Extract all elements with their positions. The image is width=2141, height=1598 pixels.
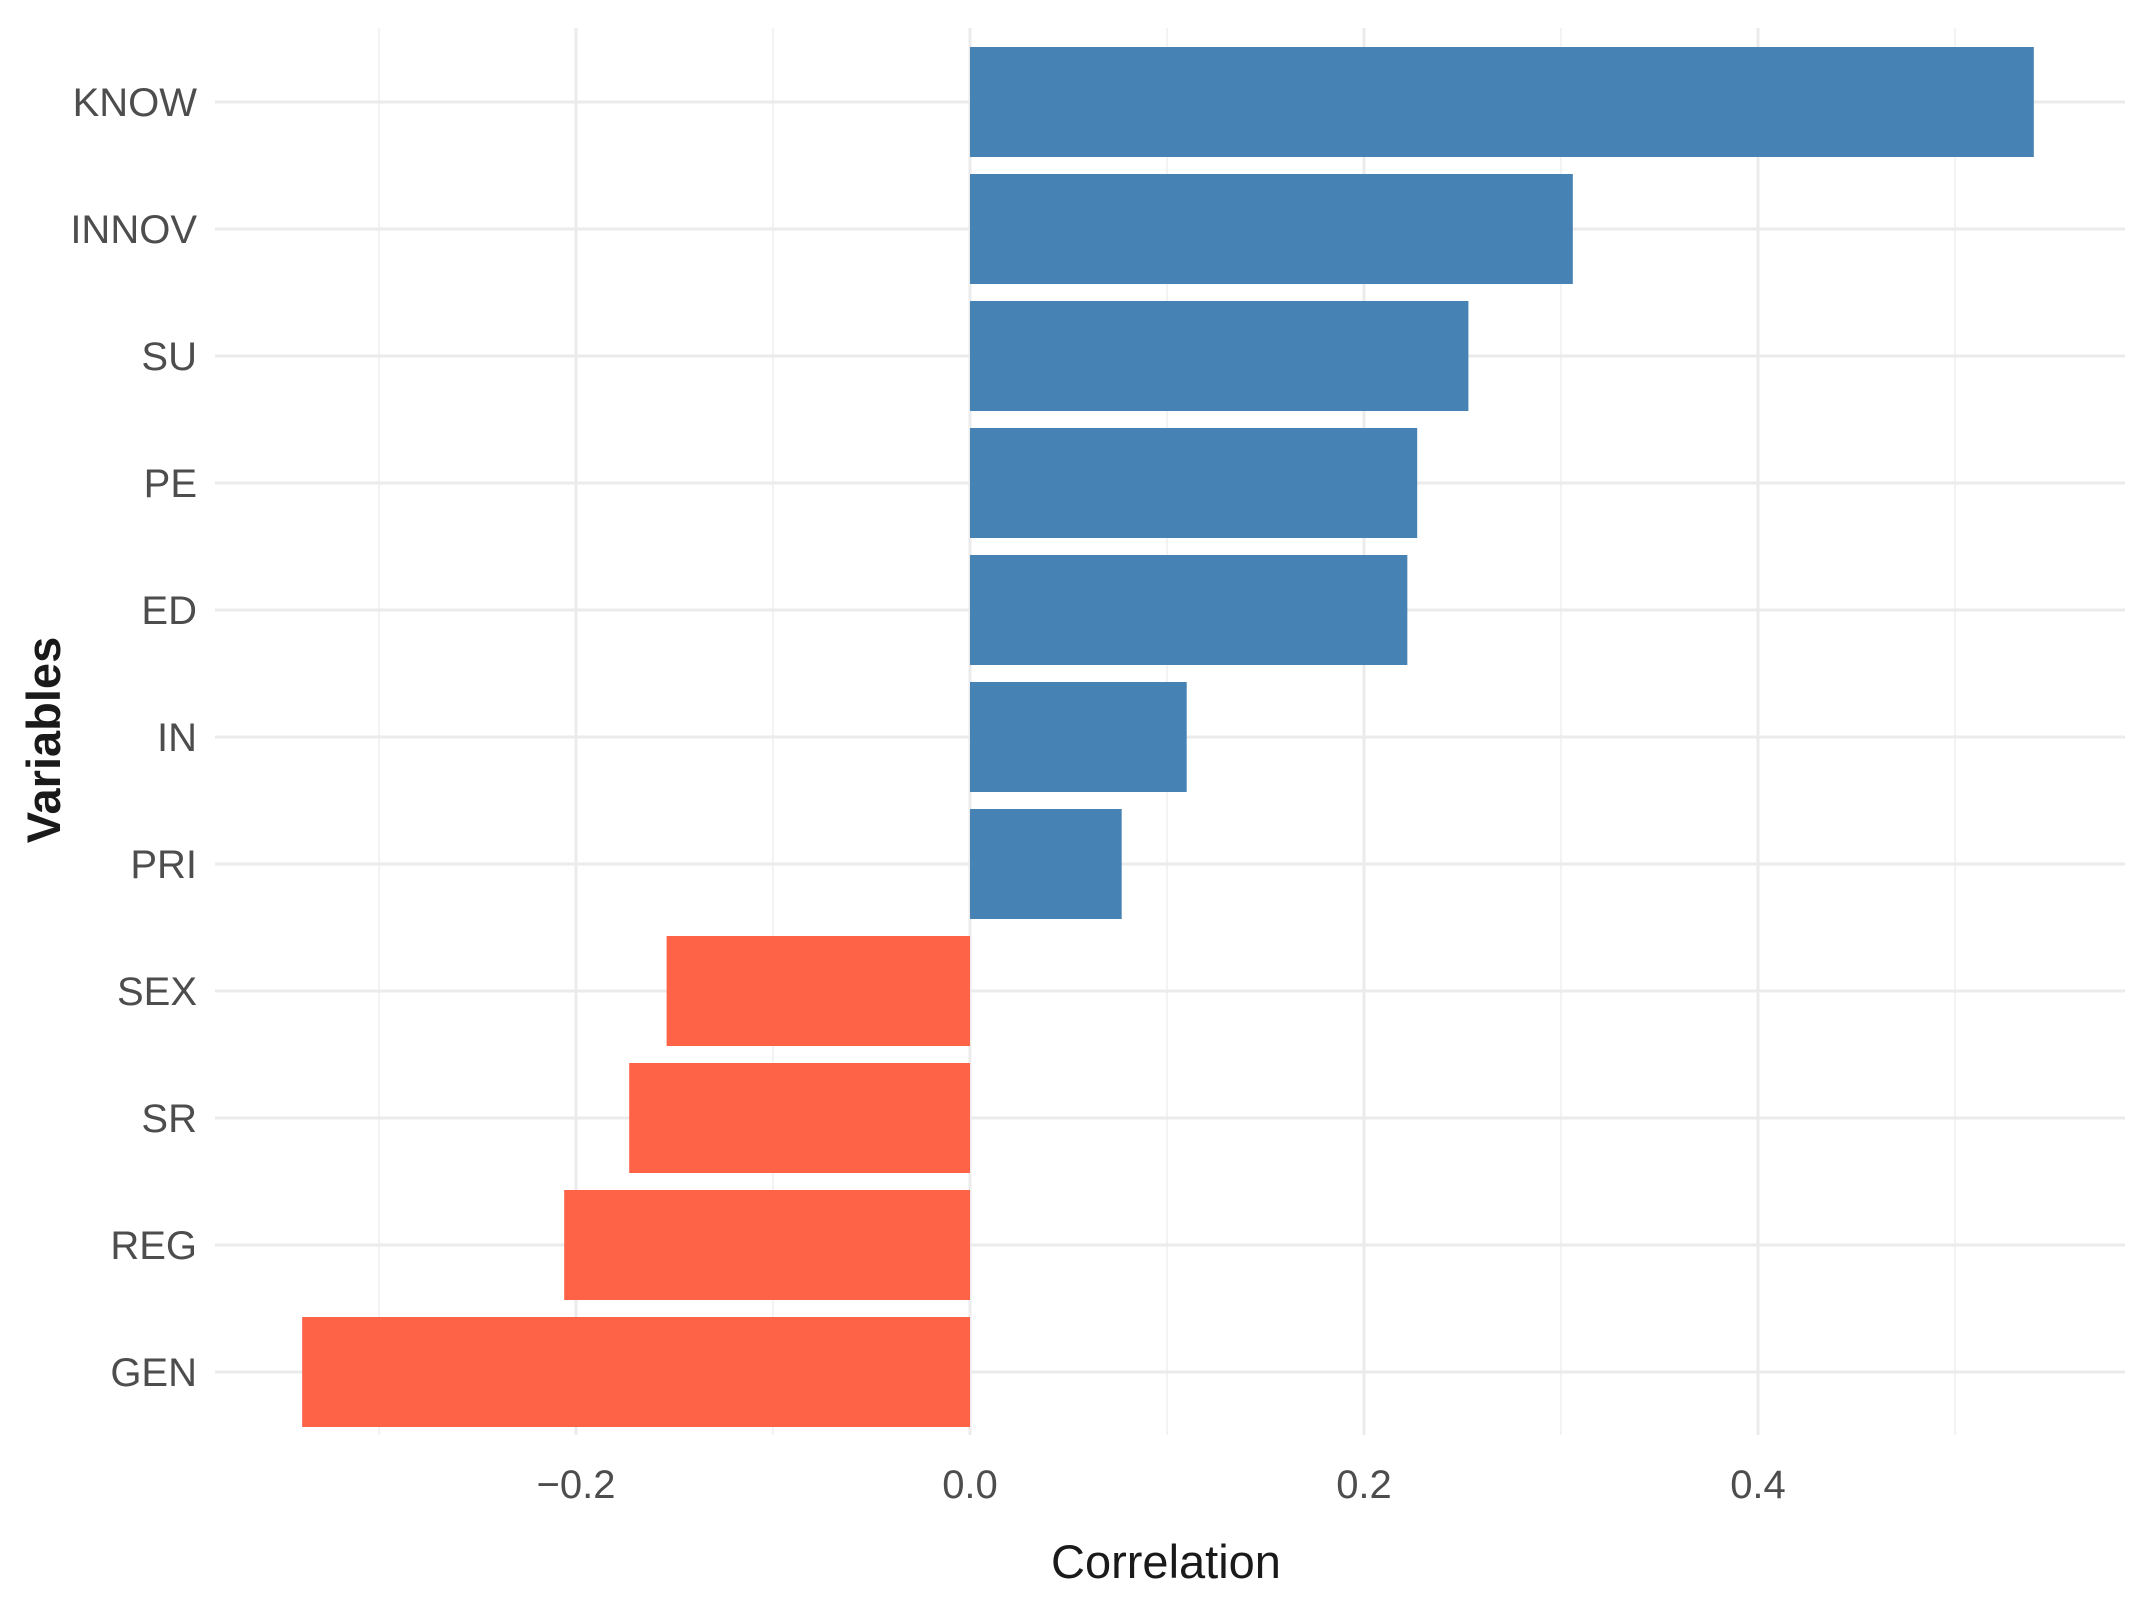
y-tick-label: GEN xyxy=(110,1351,197,1395)
x-tick-label: −0.2 xyxy=(537,1463,616,1507)
y-tick-label: IN xyxy=(157,716,197,760)
bar-layer xyxy=(302,47,2034,1427)
bar-pe xyxy=(970,428,1418,538)
y-tick-label: INNOV xyxy=(70,208,197,252)
y-tick-label: ED xyxy=(141,589,197,633)
x-tick-label: 0.4 xyxy=(1730,1463,1786,1507)
x-tick-label: 0.2 xyxy=(1336,1463,1392,1507)
bar-sex xyxy=(666,936,970,1046)
y-tick-label: SU xyxy=(141,335,197,379)
y-axis-title: Variables xyxy=(17,637,70,843)
bar-know xyxy=(970,47,2034,157)
y-tick-layer: KNOW INNOV SU PE ED IN PRI SEX SR REG GEN xyxy=(70,81,197,1395)
y-tick-label: SR xyxy=(141,1097,197,1141)
y-tick-label: PE xyxy=(144,462,197,506)
x-tick-label: 0.0 xyxy=(942,1463,998,1507)
bar-in xyxy=(970,682,1187,792)
y-tick-label: KNOW xyxy=(73,81,198,125)
y-tick-label: SEX xyxy=(117,970,197,1014)
bar-innov xyxy=(970,174,1573,284)
y-tick-label: PRI xyxy=(130,843,197,887)
bar-sr xyxy=(629,1063,970,1173)
bar-gen xyxy=(302,1317,970,1427)
bar-reg xyxy=(564,1190,970,1300)
y-tick-label: REG xyxy=(110,1224,197,1268)
x-axis-title: Correlation xyxy=(1051,1535,1281,1588)
x-tick-layer: −0.2 0.0 0.2 0.4 xyxy=(537,1463,1786,1507)
bar-pri xyxy=(970,809,1122,919)
bar-su xyxy=(970,301,1469,411)
bar-ed xyxy=(970,555,1408,665)
